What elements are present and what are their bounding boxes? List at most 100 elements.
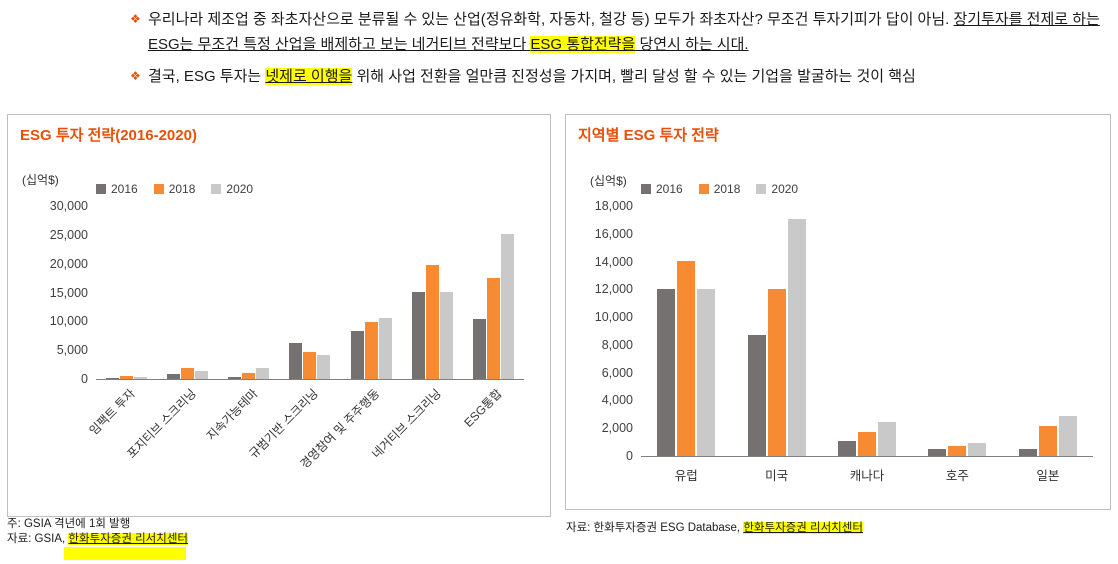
bar-group: 미국 (731, 207, 821, 483)
bar-2020 (968, 443, 987, 456)
legend-item-2018: 2018 (153, 182, 195, 196)
bar-group: 호주 (912, 207, 1002, 483)
bar-2020 (878, 422, 897, 456)
bar-group: ESG통합 (461, 207, 524, 430)
bar-2018 (303, 352, 317, 379)
text-segment: 자료: GSIA, (7, 533, 69, 545)
bar-2016 (350, 331, 364, 379)
text-segment: ESG 통합전략을 (530, 36, 636, 53)
source-note-line: 주: GSIA 격년에 1회 발행 (7, 517, 188, 532)
legend-swatch (211, 184, 222, 194)
source-note-right: 자료: 한화투자증권 ESG Database, 한화투자증권 리서치센터 (566, 521, 863, 536)
bar-2016 (411, 292, 425, 379)
y-axis-tick-label: 6,000 (601, 365, 633, 380)
bar-group: 네거티브 스크리닝 (369, 207, 463, 461)
y-axis-tick-label: 0 (626, 449, 633, 463)
text-segment: 결국, ESG 투자는 (148, 68, 266, 85)
bar-2020 (697, 289, 716, 456)
source-note-line: 자료: 한화투자증권 ESG Database, 한화투자증권 리서치센터 (566, 521, 863, 536)
panel-esg-strategy-chart: ESG 투자 전략(2016-2020) (십억$) 2016 2018 2020 0 5… (7, 114, 551, 517)
chart-title-esg-strategy: ESG 투자 전략(2016-2020) (20, 127, 197, 144)
bar-2016 (228, 377, 242, 379)
text-segment: 장기투자를 전제로 하는 ESG는 무조건 특정 산업을 배제하고 보는 네거티… (148, 11, 1100, 53)
bar-2018 (181, 368, 195, 379)
x-axis-label: 캐나다 (849, 469, 885, 483)
chart-title-regional: 지역별 ESG 투자 전략 (578, 127, 719, 144)
bar-2018 (858, 432, 877, 456)
legend-label: 2016 (111, 182, 138, 196)
bar-2016 (1018, 449, 1037, 456)
regional-bar-chart: (십억$) 2016 2018 2020 0 2,000 4,000 6,000 8,000 10… (566, 115, 1110, 509)
legend-item-2016: 2016 (641, 182, 683, 196)
esg-strategy-bar-chart: (십억$) 2016 2018 2020 0 5,000 10,000 15,000 20,00… (8, 115, 550, 516)
bar-2016 (289, 343, 303, 379)
legend-label: 2020 (226, 182, 254, 196)
y-axis-tick-label: 12,000 (594, 282, 633, 297)
bar-group: 임팩트 투자 (87, 207, 157, 438)
bar-2018 (1038, 426, 1057, 456)
text-segment: 위해 사업 전환을 얼만큼 진정성을 가지며, 빨리 달성 할 수 있는 기업을… (352, 68, 916, 85)
y-axis-tick-label: 14,000 (594, 254, 633, 269)
bar-2016 (106, 378, 120, 379)
bullet-diamond-icon: ❖ (130, 69, 141, 83)
bar-group: 규범기반 스크리닝 (247, 207, 340, 461)
axis-unit-label: (십억$) (590, 174, 627, 188)
bar-2018 (120, 376, 134, 379)
plot-area: 0 2,000 4,000 6,000 8,000 10,000 12,000 14,000 1… (595, 199, 1093, 483)
bar-group: 포지티브 스크리닝 (124, 207, 218, 461)
y-axis-tick-label: 30,000 (49, 199, 88, 213)
y-axis-tick-label: 15,000 (49, 285, 88, 300)
bar-2016 (657, 289, 676, 456)
bullet-item: ❖ 우리나라 제조업 중 좌초자산으로 분류될 수 있는 산업(정유화학, 자동차… (130, 7, 1113, 57)
bullet-item: ❖ 결국, ESG 투자는 넷제로 이행을 위해 사업 전환을 얼만큼 진정성을 … (130, 64, 1113, 89)
x-axis-label: ESG통합 (461, 386, 505, 430)
bar-2020 (500, 234, 514, 379)
x-axis-label: 미국 (765, 469, 789, 483)
y-axis-tick-label: 0 (81, 372, 88, 386)
bar-2018 (948, 446, 967, 456)
text-segment: 당연시 하는 시대. (635, 36, 749, 53)
bar-2020 (1058, 416, 1077, 456)
legend-item-2020: 2020 (756, 182, 798, 196)
axis-unit-label: (십억$) (22, 173, 59, 187)
bar-group: 일본 (1003, 207, 1093, 483)
source-note-line: 자료: GSIA, 한화투자증권 리서치센터 (7, 532, 188, 547)
plot-area: 0 5,000 10,000 15,000 20,000 25,000 30,000 임팩트 … (50, 199, 524, 471)
bar-2018 (767, 289, 786, 456)
bar-2016 (747, 335, 766, 456)
y-axis-tick-label: 8,000 (601, 337, 633, 352)
y-axis-tick-label: 20,000 (49, 256, 88, 271)
bar-2020 (134, 377, 148, 379)
bullet-text: 우리나라 제조업 중 좌초자산으로 분류될 수 있는 산업(정유화학, 자동차,… (148, 7, 1113, 57)
bar-2018 (425, 265, 439, 379)
text-segment: 넷제로 이행을 (265, 68, 353, 85)
bar-2020 (195, 371, 209, 379)
y-axis-tick-label: 2,000 (601, 421, 633, 436)
bar-2020 (439, 292, 453, 379)
bar-group: 경영참여 및 주주행동 (298, 207, 402, 471)
legend-swatch (641, 184, 651, 194)
y-axis-tick-label: 4,000 (601, 393, 633, 408)
text-segment: 자료: 한화투자증권 ESG Database, (566, 522, 744, 534)
legend-swatch (96, 184, 106, 194)
x-axis-label: 호주 (945, 469, 969, 483)
legend-item-2018: 2018 (698, 182, 740, 196)
bar-2016 (838, 441, 857, 456)
legend-label: 2020 (771, 182, 799, 196)
bar-group: 캐나다 (822, 207, 912, 483)
bullet-diamond-icon: ❖ (130, 12, 141, 26)
y-axis-tick-label: 5,000 (56, 343, 88, 358)
legend-label: 2016 (656, 182, 683, 196)
bar-2018 (364, 322, 378, 379)
legend-item-2016: 2016 (96, 182, 138, 196)
commentary-bullets: ❖ 우리나라 제조업 중 좌초자산으로 분류될 수 있는 산업(정유화학, 자동차… (130, 7, 1113, 96)
bar-2020 (787, 219, 806, 456)
bar-2018 (486, 278, 500, 379)
bar-2016 (472, 319, 486, 379)
y-axis-tick-label: 16,000 (594, 226, 633, 241)
x-axis-label: 임팩트 투자 (86, 386, 138, 438)
x-axis-label: 지속가능테마 (203, 386, 261, 444)
highlight-strip (64, 547, 186, 560)
legend-swatch (153, 184, 164, 194)
